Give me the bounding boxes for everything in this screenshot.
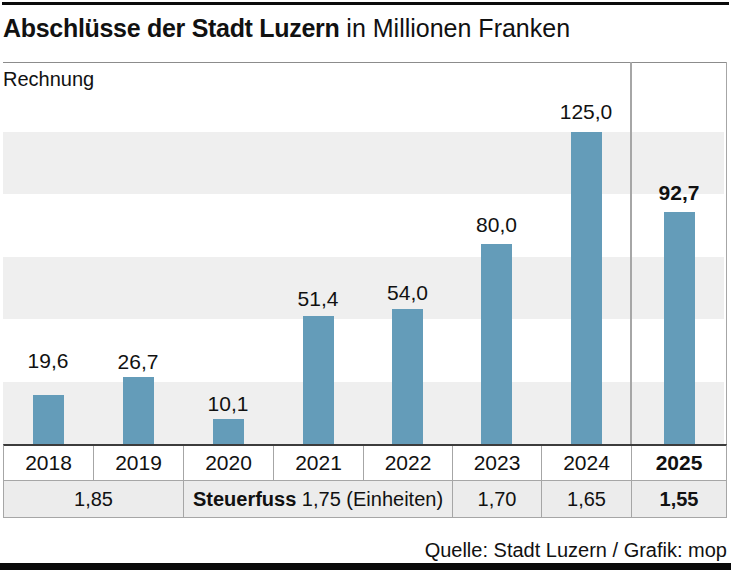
bar-2025 xyxy=(664,212,695,444)
steuerfuss-label-rest: 1,75 (Einheiten) xyxy=(296,488,443,511)
bar-chart-plot-area: 19,626,710,1 51,454,0 80,0 125,0 92,7 xyxy=(3,62,727,444)
plot-right-border-line xyxy=(726,62,727,444)
bar-value-label: 80,0 xyxy=(452,213,542,237)
bar-value-label: 51,4 xyxy=(273,287,363,311)
year-cell-2022: 2022 xyxy=(364,446,453,480)
steuerfuss-cell: 1,85 xyxy=(4,481,184,517)
gridline-stripe xyxy=(3,132,724,195)
forecast-column-divider-line xyxy=(630,62,632,444)
steuerfuss-cell: 1,70 xyxy=(453,481,542,517)
year-cell-2019: 2019 xyxy=(94,446,184,480)
bar-2018 xyxy=(33,395,64,444)
bar-value-label: 54,0 xyxy=(363,281,453,305)
bar-value-label: 10,1 xyxy=(183,392,273,416)
bar-2020 xyxy=(213,419,244,444)
top-black-rule xyxy=(2,2,729,5)
steuerfuss-cell: 1,55 xyxy=(632,481,726,517)
gridline-stripe xyxy=(3,382,724,445)
year-cell-2018: 2018 xyxy=(4,446,94,480)
title-bold-part: Abschlüsse der Stadt Luzern xyxy=(3,14,339,42)
bar-2022 xyxy=(392,309,423,444)
year-cell-2021: 2021 xyxy=(274,446,364,480)
bottom-black-bar xyxy=(0,563,731,570)
steuerfuss-row: 1,85Steuerfuss 1,75 (Einheiten)1,701,651… xyxy=(3,481,727,518)
year-cell-2023: 2023 xyxy=(453,446,542,480)
bar-value-label: 19,6 xyxy=(3,349,93,373)
source-credit: Quelle: Stadt Luzern / Grafik: mop xyxy=(0,539,727,562)
year-cell-2020: 2020 xyxy=(184,446,274,480)
steuerfuss-cell: Steuerfuss 1,75 (Einheiten) xyxy=(184,481,453,517)
bar-2021 xyxy=(303,316,334,445)
page-title: Abschlüsse der Stadt Luzern in Millionen… xyxy=(3,13,728,43)
year-cell-2025: 2025 xyxy=(632,446,726,480)
bar-2023 xyxy=(481,244,512,444)
steuerfuss-cell: 1,65 xyxy=(542,481,632,517)
bar-value-label: 125,0 xyxy=(541,100,631,124)
bar-value-label: 92,7 xyxy=(634,181,724,205)
year-cell-2024: 2024 xyxy=(542,446,632,480)
title-light-part: in Millionen Franken xyxy=(339,14,570,42)
bar-2019 xyxy=(123,377,154,444)
steuerfuss-label-bold: Steuerfuss xyxy=(193,488,296,511)
x-axis-year-row: 20182019202020212022202320242025 xyxy=(3,444,727,481)
bar-2024 xyxy=(571,132,602,445)
infographic-canvas: Abschlüsse der Stadt Luzern in Millionen… xyxy=(0,0,731,576)
bar-value-label: 26,7 xyxy=(93,350,183,374)
